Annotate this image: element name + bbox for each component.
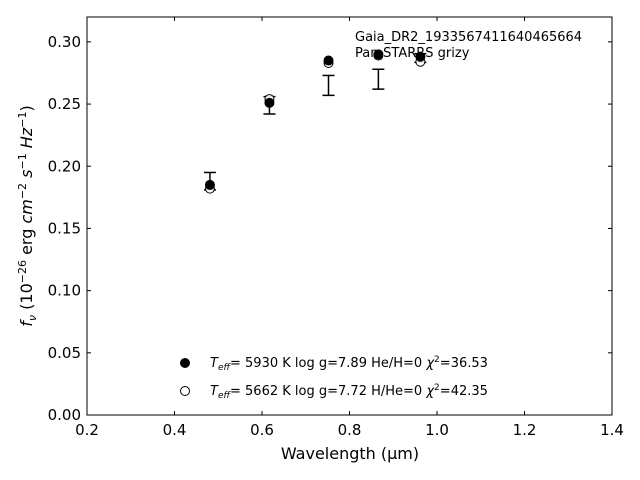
legend: Teff= 5930 K log g=7.89 He/H=0 χ2=36.53 … (180, 355, 488, 401)
model-point-filled (373, 49, 384, 60)
y-tick-label: 0.00 (48, 406, 81, 424)
legend-entry-1: Teff= 5930 K log g=7.89 He/H=0 χ2=36.53 (210, 355, 488, 373)
x-tick-label: 1.2 (513, 421, 537, 439)
legend-marker-filled (180, 358, 190, 368)
y-axis-label: fν (10−26 erg cm−2 s−1 Hz−1) (16, 105, 39, 326)
legend-entry-2: Teff= 5662 K log g=7.72 H/He=0 χ2=42.35 (210, 383, 488, 401)
model-points (204, 49, 426, 194)
x-tick-label: 0.8 (338, 421, 362, 439)
model-point-filled (323, 55, 334, 66)
y-tick-label: 0.10 (48, 282, 81, 300)
x-tick-label: 0.4 (163, 421, 187, 439)
y-tick-label: 0.30 (48, 33, 81, 51)
y-tick-label: 0.15 (48, 219, 81, 237)
x-axis-label: Wavelength (μm) (281, 444, 419, 463)
x-tick-label: 1.4 (600, 421, 624, 439)
x-tick-label: 0.6 (250, 421, 274, 439)
plot-area (86, 16, 613, 416)
y-tick-label: 0.20 (48, 157, 81, 175)
y-axis: 0.00 0.05 0.10 0.15 0.20 0.25 0.30 (48, 33, 612, 424)
x-axis: 0.2 0.4 0.6 0.8 1.0 1.2 1.4 (75, 17, 624, 439)
model-point-filled (415, 51, 426, 62)
object-name-annotation: Gaia_DR2_1933567411640465664 (355, 30, 582, 45)
legend-marker-open (180, 386, 190, 396)
y-tick-label: 0.05 (48, 344, 81, 362)
y-tick-label: 0.25 (48, 95, 81, 113)
model-point-filled (264, 97, 275, 108)
x-tick-label: 0.2 (75, 421, 99, 439)
model-point-filled (204, 179, 215, 190)
survey-annotation: Pan-STARRS grizy (355, 46, 470, 61)
x-tick-label: 1.0 (425, 421, 449, 439)
